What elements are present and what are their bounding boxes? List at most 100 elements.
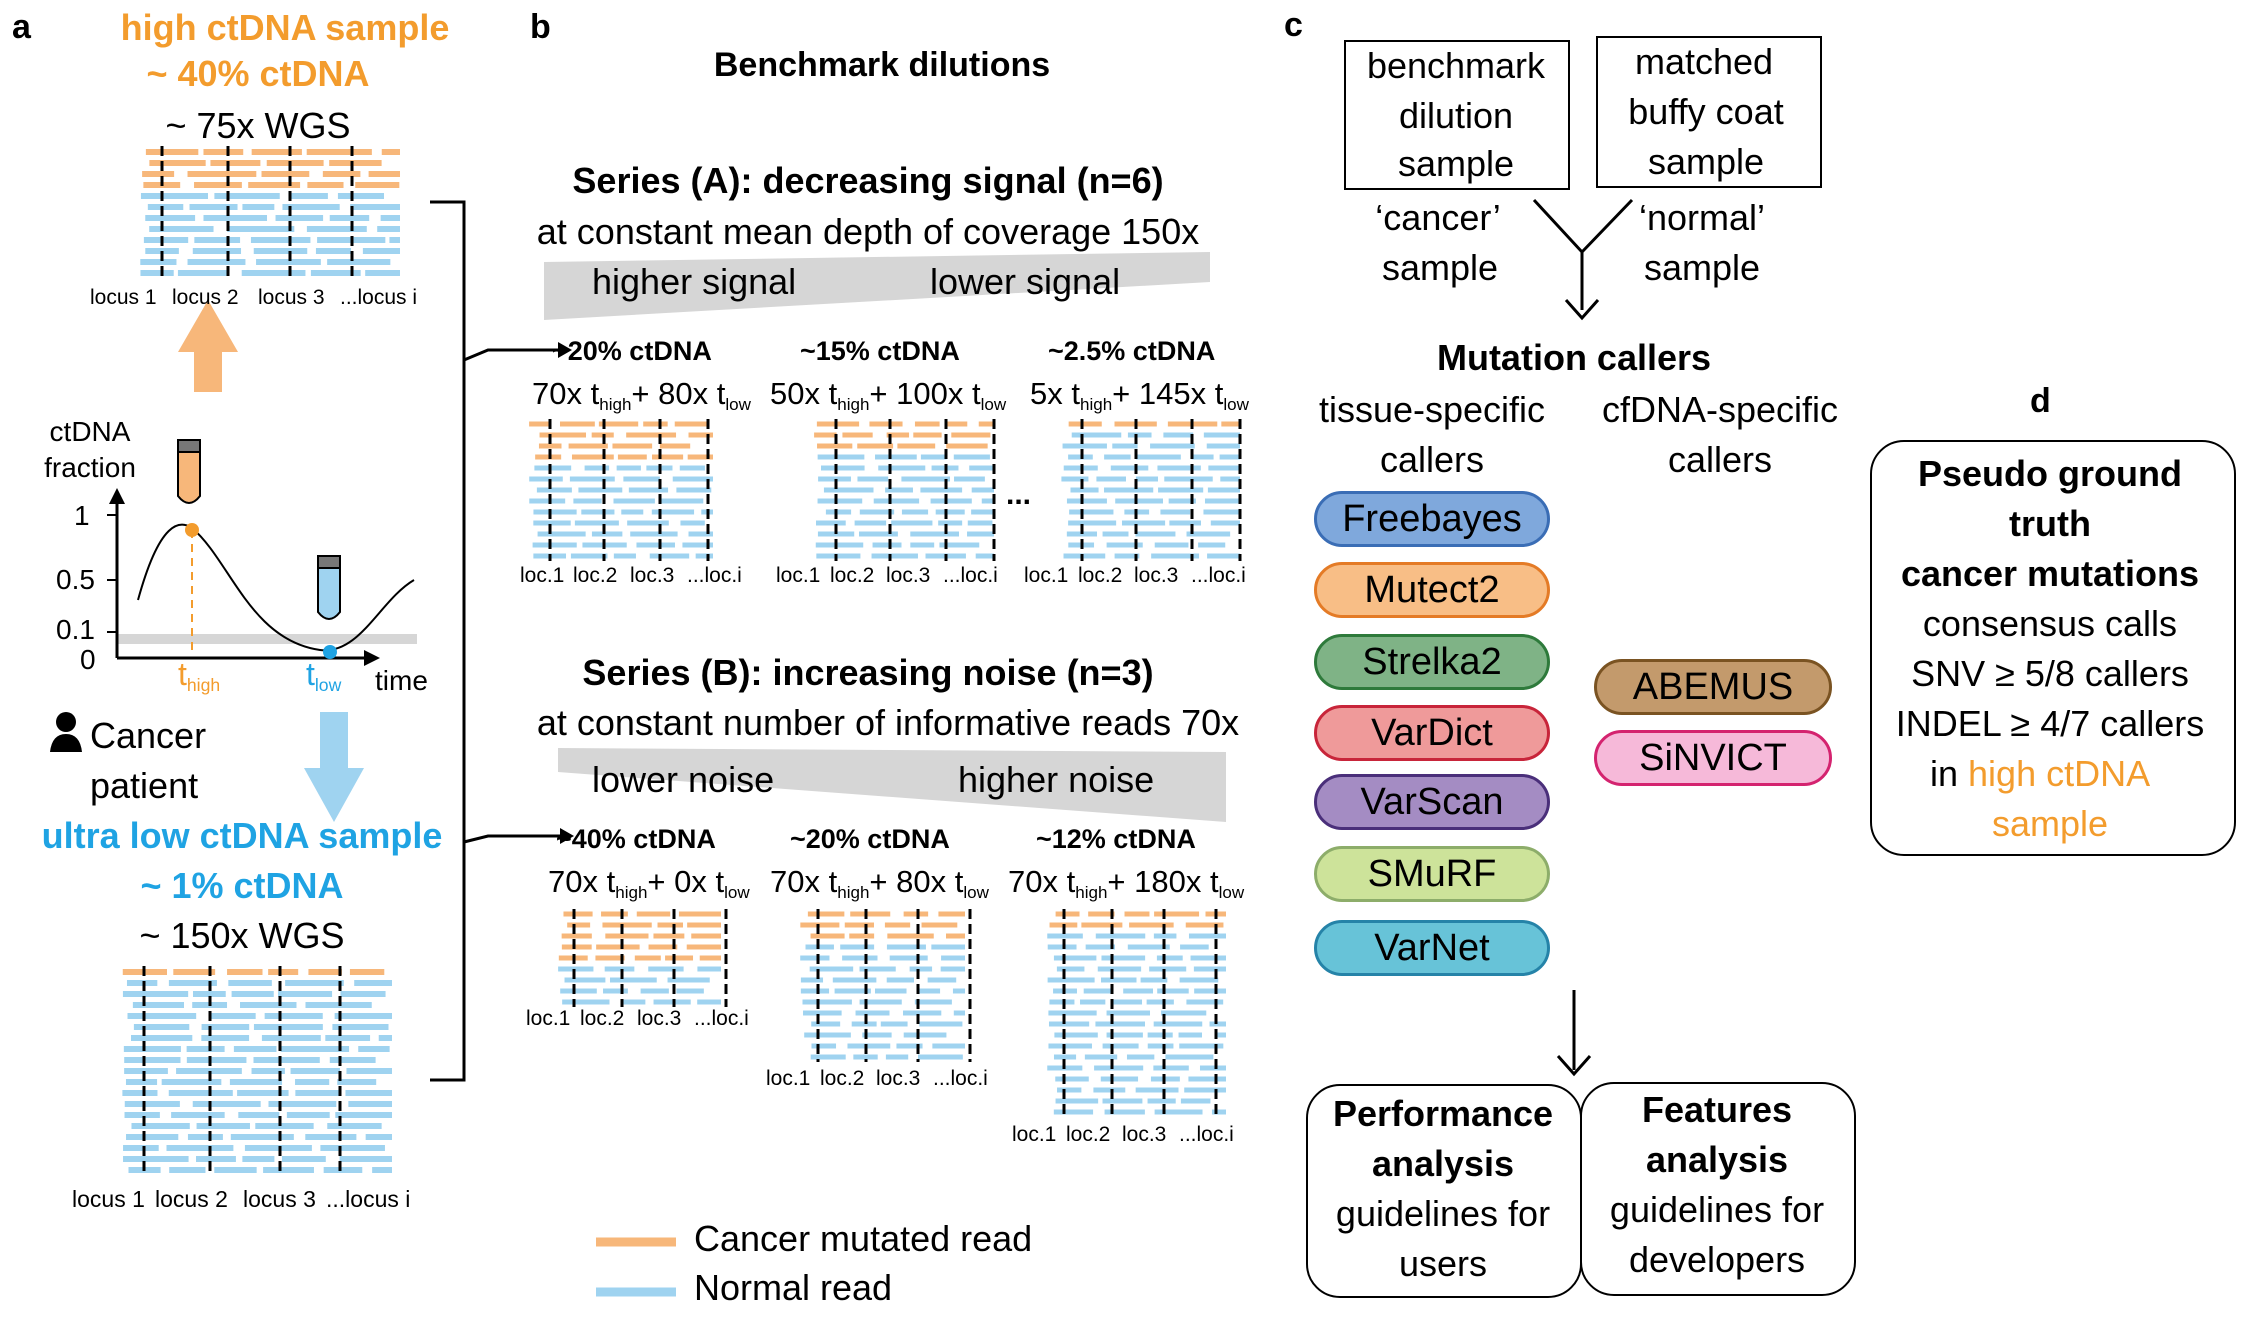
buffy-coat-box	[1596, 36, 1822, 188]
series-a-title: Series (A): decreasing signal (n=6)	[572, 160, 1164, 201]
bracket-connector	[430, 200, 466, 1082]
performance-title: Performance	[1332, 1093, 1554, 1134]
locus-label: locus 1	[72, 1186, 145, 1212]
t-low-main: t	[306, 656, 315, 692]
panel-b-letter: b	[530, 8, 551, 46]
pgt-line: SNV ≥ 5/8 callers	[1911, 653, 2189, 694]
mix-low-sub: low	[725, 394, 751, 414]
small-locus-label: loc.1	[776, 564, 821, 587]
sample-fraction: ~20% ctDNA	[552, 336, 712, 366]
mix-high: 5x t	[1030, 376, 1080, 411]
mix-high-sub: high	[837, 882, 870, 902]
t-high-main: t	[178, 656, 187, 692]
box-left-line: sample	[1397, 143, 1515, 184]
merge-connector	[1532, 198, 1634, 310]
normal-sample-label: sample	[1643, 247, 1761, 288]
sample-mix: 70x thigh+ 80x tlow	[532, 378, 751, 413]
caller-strelka2: Strelka2	[1314, 634, 1550, 690]
mix-low-sub: low	[1223, 394, 1249, 414]
small-locus-label: loc.3	[630, 564, 675, 587]
features-title: analysis	[1645, 1139, 1789, 1180]
mix-low: + 80x t	[869, 864, 964, 899]
box-right-line: sample	[1647, 141, 1765, 182]
performance-text: users	[1398, 1243, 1488, 1284]
locus-label: locus 2	[155, 1186, 228, 1212]
series-b-arrowhead	[560, 828, 574, 844]
series-ellipsis: ...	[1006, 478, 1032, 511]
mix-high: 70x t	[532, 376, 600, 411]
pgt-highlight: high ctDNA	[1968, 753, 2151, 794]
locus-label: locus 3	[258, 286, 325, 309]
caller-mutect2: Mutect2	[1314, 562, 1550, 618]
cfdna-callers-header: cfDNA-specific	[1601, 389, 1839, 430]
tissue-callers-header: tissue-specific	[1318, 389, 1546, 430]
caller-freebayes: Freebayes	[1314, 491, 1550, 547]
small-locus-label: loc.3	[1134, 564, 1179, 587]
features-text: guidelines for	[1609, 1189, 1825, 1230]
low-ctdna-fraction: ~ 1% ctDNA	[140, 865, 344, 906]
plot-y-label: ctDNA	[49, 416, 131, 447]
locus-label: locus 1	[90, 286, 157, 309]
low-tube	[317, 567, 341, 620]
y-tick-label: 0.1	[56, 614, 95, 645]
series-b-title: Series (B): increasing noise (n=3)	[582, 652, 1154, 693]
t-low-label: tlow	[306, 658, 341, 695]
t-high-sub: high	[186, 675, 221, 696]
high-ctdna-title: high ctDNA sample	[120, 7, 450, 48]
mix-low-sub: low	[1218, 882, 1245, 902]
pgt-line: INDEL ≥ 4/7 callers	[1895, 703, 2205, 744]
sample-fraction: ~40% ctDNA	[556, 824, 716, 854]
mix-high: 50x t	[770, 376, 838, 411]
small-locus-label: loc.3	[1122, 1123, 1167, 1146]
t-low-sub: low	[314, 675, 342, 696]
y-tick-label: 0.5	[56, 564, 95, 595]
caller-sinvict: SiNVICT	[1594, 730, 1832, 786]
box-left-line: benchmark	[1366, 45, 1546, 86]
series-b-subtitle: at constant number of informative reads …	[536, 702, 1240, 743]
small-locus-label: loc.3	[876, 1067, 921, 1090]
pgt-title: truth	[2009, 503, 2091, 544]
high-tube	[177, 451, 201, 504]
high-tube-cap	[177, 439, 201, 453]
t-high-point	[185, 523, 199, 537]
caller-varscan: VarScan	[1314, 774, 1550, 830]
high-wgs-depth: ~ 75x WGS	[165, 105, 351, 146]
up-arrow	[178, 300, 238, 392]
low-fraction-band	[117, 634, 417, 644]
panel-c-letter: c	[1284, 6, 1303, 44]
performance-text: guidelines for	[1335, 1193, 1551, 1234]
box-left-line: dilution	[1398, 95, 1514, 136]
sample-mix: 50x thigh+ 100x tlow	[770, 378, 1006, 413]
benchmark-sample-box	[1344, 40, 1570, 190]
analysis-arrowhead	[1556, 1055, 1592, 1077]
low-tube-cap	[317, 555, 341, 569]
low-wgs-depth: ~ 150x WGS	[139, 915, 345, 956]
plot-y-label: fraction	[44, 452, 136, 483]
mix-high: 70x t	[770, 864, 838, 899]
merge-arrowhead	[1564, 299, 1600, 321]
pgt-title: cancer mutations	[1900, 553, 2200, 594]
series-a-subtitle: at constant mean depth of coverage 150x	[536, 211, 1200, 252]
low-ctdna-title: ultra low ctDNA sample	[41, 815, 443, 856]
x-axis-arrowhead	[364, 650, 380, 666]
sample-mix: 70x thigh+ 180x tlow	[1008, 866, 1244, 901]
cfdna-callers-header: callers	[1667, 439, 1773, 480]
small-locus-label: loc.2	[820, 1067, 865, 1090]
time-axis-label: time	[375, 665, 428, 696]
sample-fraction: ~20% ctDNA	[790, 824, 950, 854]
mix-low-sub: low	[724, 882, 750, 902]
sample-mix: 70x thigh+ 80x tlow	[770, 866, 989, 901]
mix-low: + 0x t	[647, 864, 725, 899]
pgt-title: Pseudo ground	[1918, 453, 2182, 494]
pgt-in-line: in high ctDNA	[1930, 756, 2150, 792]
mix-low-sub: low	[963, 882, 989, 902]
y-tick-label: 1	[74, 500, 90, 531]
ramp-b-right: higher noise	[958, 759, 1155, 800]
mix-low: + 145x t	[1112, 376, 1224, 411]
small-locus-label: ...loc.i	[1179, 1123, 1234, 1146]
panel-b-title: Benchmark dilutions	[713, 46, 1051, 84]
signal-ramp	[544, 252, 1210, 320]
cancer-sample-label: ‘cancer’	[1375, 197, 1501, 238]
